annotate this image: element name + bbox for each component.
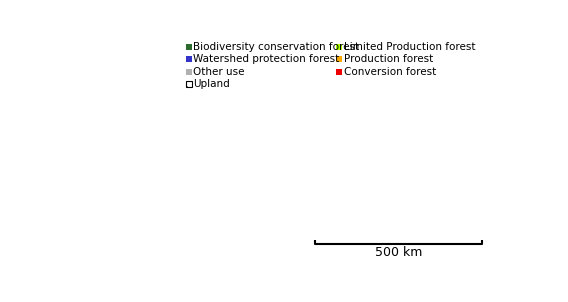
Bar: [336, 56, 343, 63]
Bar: [186, 56, 192, 63]
Text: Production forest: Production forest: [344, 54, 433, 64]
Text: Biodiversity conservation forest: Biodiversity conservation forest: [194, 42, 360, 52]
Text: Conversion forest: Conversion forest: [344, 67, 436, 77]
Bar: [336, 44, 343, 50]
Bar: [186, 69, 192, 75]
Text: Upland: Upland: [194, 79, 230, 89]
Text: 500 km: 500 km: [375, 246, 422, 259]
Text: Limited Production forest: Limited Production forest: [344, 42, 475, 52]
Text: Other use: Other use: [194, 67, 245, 77]
Bar: [186, 44, 192, 50]
Bar: [336, 69, 343, 75]
Bar: [186, 81, 192, 87]
Text: Watershed protection forest: Watershed protection forest: [194, 54, 340, 64]
